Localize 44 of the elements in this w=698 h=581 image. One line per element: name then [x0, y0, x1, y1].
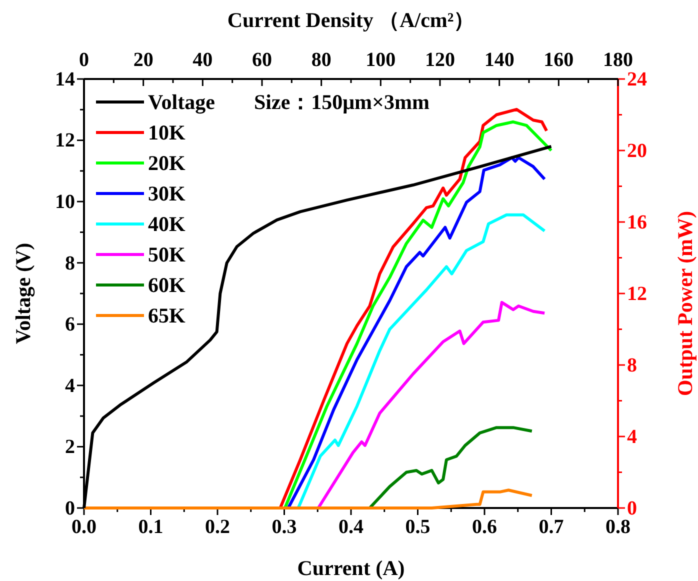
y2-axis-title: Output Power (mW) [673, 210, 697, 396]
x2-tick-label: 160 [544, 49, 574, 71]
y2-tick-label: 16 [627, 211, 647, 234]
y-tick-label: 14 [55, 68, 75, 90]
y-tick-label: 2 [65, 436, 75, 458]
y-axis-title: Voltage (V) [11, 242, 35, 344]
x-tick-label: 0.4 [338, 516, 364, 538]
y-tick-label: 12 [55, 130, 75, 152]
x2-tick-label: 80 [311, 49, 332, 71]
y2-tick-label: 8 [627, 354, 637, 376]
y2-tick-label: 12 [627, 282, 647, 305]
legend-label: 20K [148, 151, 186, 175]
legend-label: 50K [148, 242, 186, 266]
x2-tick-label: 0 [79, 49, 89, 71]
x-axis-title: Current (A) [297, 556, 405, 580]
x-tick-label: 0.5 [405, 516, 430, 538]
x-tick-label: 0.7 [538, 516, 564, 538]
x2-axis-title: Current Density （A/cm²） [227, 8, 475, 32]
x2-tick-label: 100 [366, 49, 396, 71]
x2-tick-label: 40 [192, 49, 213, 71]
x2-tick-label: 120 [425, 49, 455, 71]
y2-tick-label: 24 [627, 68, 647, 90]
y-tick-label: 10 [55, 190, 75, 213]
legend-label: 40K [148, 212, 186, 236]
y2-tick-label: 4 [627, 426, 637, 448]
y-tick-label: 4 [65, 374, 75, 397]
legend-label: 60K [148, 273, 186, 297]
legend-label: 10K [148, 120, 186, 144]
y-tick-label: 6 [65, 314, 75, 336]
line-series [82, 488, 534, 510]
annotation: Size：150μm×3mm [254, 90, 430, 114]
legend-label: Voltage [148, 90, 215, 114]
x2-tick-label: 20 [133, 49, 154, 71]
legend-label: 65K [148, 304, 186, 328]
y-tick-label: 8 [65, 252, 75, 274]
x-tick-label: 0.2 [205, 516, 230, 538]
y2-tick-label: 20 [627, 140, 647, 162]
x2-tick-label: 180 [603, 49, 633, 71]
x-tick-label: 0.1 [138, 516, 164, 538]
x-tick-label: 0.6 [472, 516, 497, 538]
x2-tick-label: 60 [252, 49, 272, 71]
legend-label: 30K [148, 182, 186, 206]
x-tick-label: 0.3 [272, 516, 297, 538]
x2-tick-label: 140 [484, 49, 514, 71]
